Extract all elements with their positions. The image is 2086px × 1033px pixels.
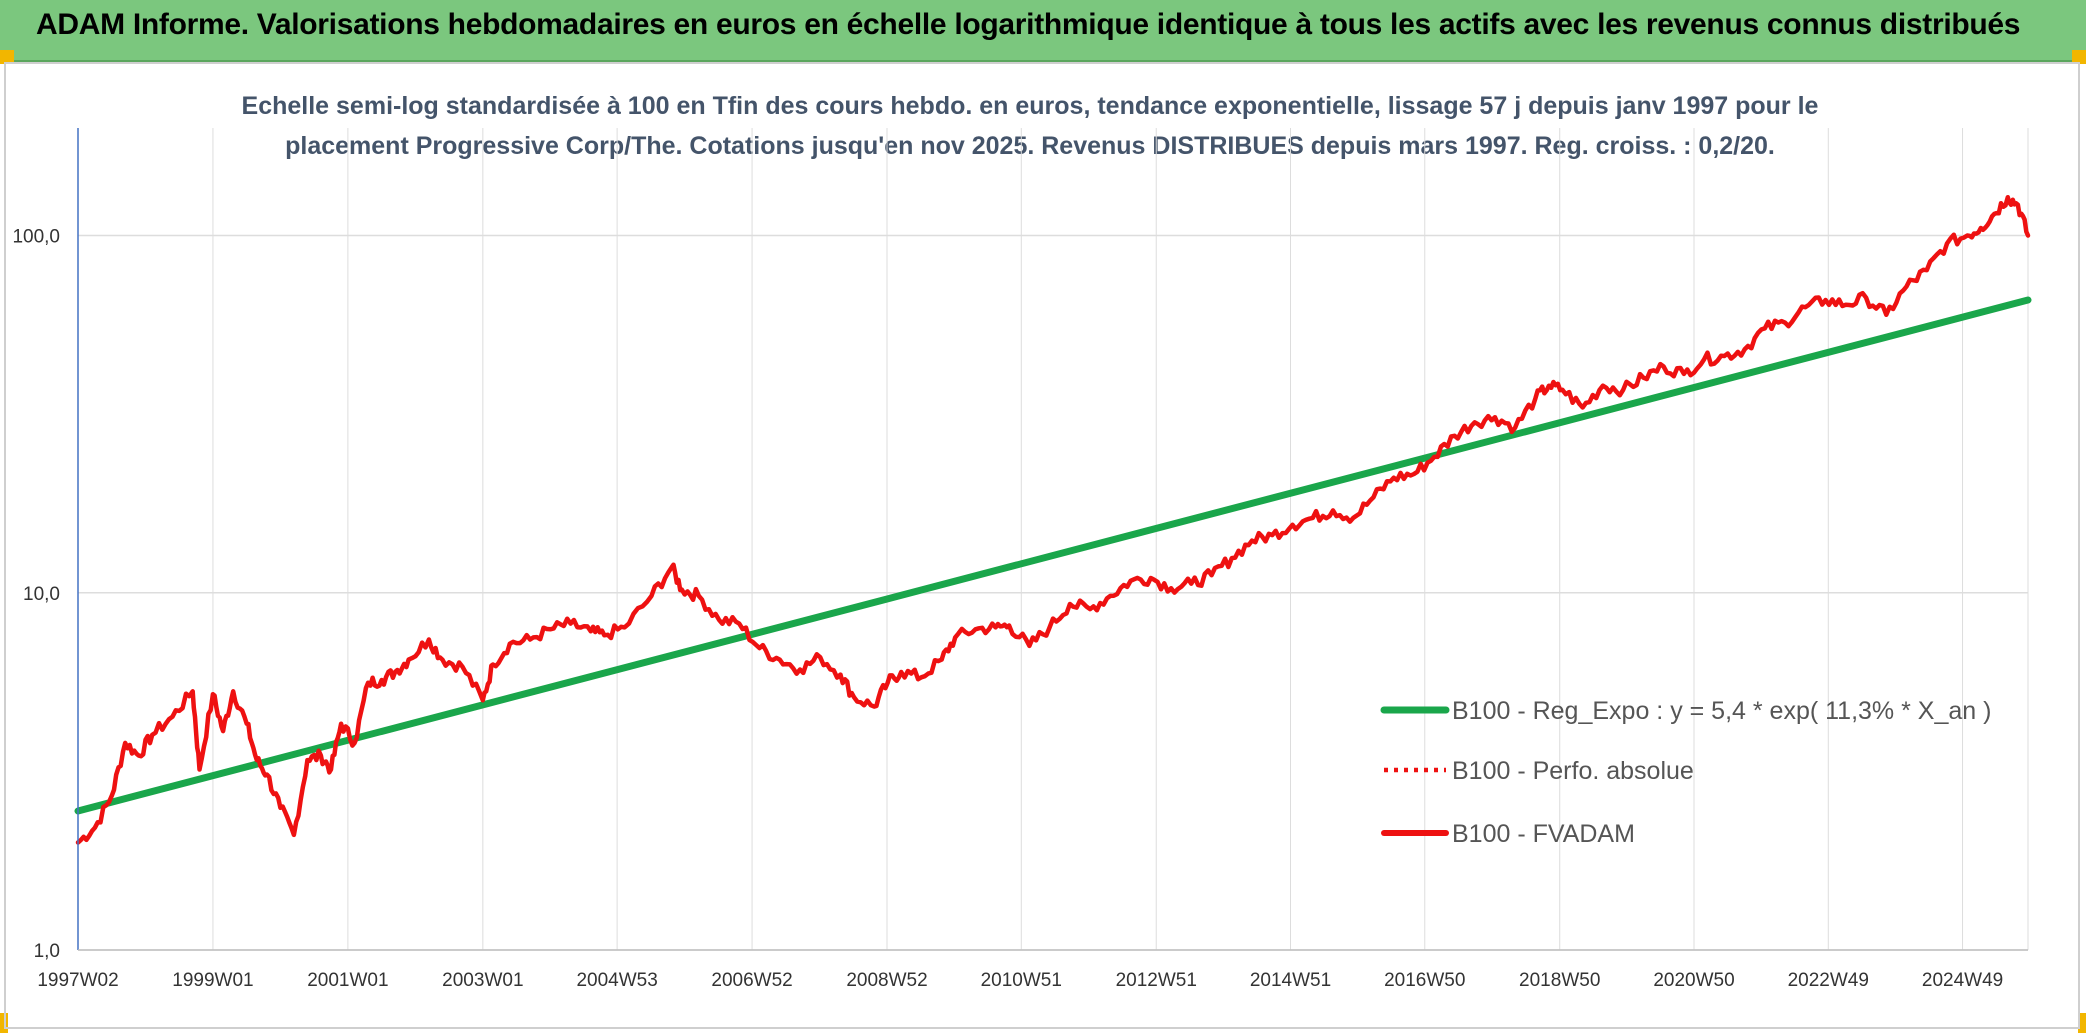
x-tick-label: 2001W01 xyxy=(307,970,388,991)
x-tick-label: 2004W53 xyxy=(576,970,657,991)
x-tick-label: 2010W51 xyxy=(981,970,1062,991)
x-tick-label: 2016W50 xyxy=(1384,970,1465,991)
series xyxy=(74,194,2032,845)
grid xyxy=(77,128,2029,951)
chart-frame xyxy=(4,62,2080,1029)
y-tick-label: 10,0 xyxy=(23,584,60,605)
x-tick-label: 2014W51 xyxy=(1250,970,1331,991)
x-tick-label: 2006W52 xyxy=(711,970,792,991)
report-title: ADAM Informe. Valorisations hebdomadaire… xyxy=(36,8,2021,41)
corner-accent-bottom-right xyxy=(2078,1013,2086,1033)
x-tick-label: 2008W52 xyxy=(846,970,927,991)
x-tick-label: 1999W01 xyxy=(172,970,253,991)
fvadam-line xyxy=(75,194,2031,845)
report-banner: ADAM Informe. Valorisations hebdomadaire… xyxy=(0,0,2086,62)
x-tick-label: 2003W01 xyxy=(442,970,523,991)
axes: 1997W02 1999W01 2001W01 2003W01 2004W53 2006W… xyxy=(12,128,2028,991)
y-tick-label: 1,0 xyxy=(34,941,60,962)
x-tick-label: 2018W50 xyxy=(1519,970,1600,991)
x-tick-label: 2024W49 xyxy=(1922,970,2003,991)
legend-regression-label: B100 - Reg_Expo : y = 5,4 * exp( 11,3% *… xyxy=(1452,697,1991,725)
x-tick-label: 2022W49 xyxy=(1788,970,1869,991)
chart-title: Echelle semi-log standardisée à 100 en T… xyxy=(241,92,1819,160)
x-tick-label: 1997W02 xyxy=(37,970,118,991)
legend: B100 - Reg_Expo : y = 5,4 * exp( 11,3% *… xyxy=(1380,697,1991,848)
corner-accent-left xyxy=(0,50,14,64)
y-tick-label: 100,0 xyxy=(12,227,60,248)
legend-perfo-label: B100 - Perfo. absolue xyxy=(1452,757,1694,785)
x-tick-label: 2020W50 xyxy=(1653,970,1734,991)
legend-fvadam-label: B100 - FVADAM xyxy=(1452,820,1635,848)
x-tick-label: 2012W51 xyxy=(1116,970,1197,991)
regression-line xyxy=(74,296,2032,815)
corner-accent-right xyxy=(2072,50,2086,64)
